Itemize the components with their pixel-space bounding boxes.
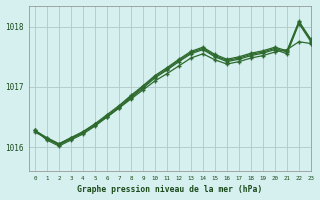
X-axis label: Graphe pression niveau de la mer (hPa): Graphe pression niveau de la mer (hPa) (77, 185, 262, 194)
